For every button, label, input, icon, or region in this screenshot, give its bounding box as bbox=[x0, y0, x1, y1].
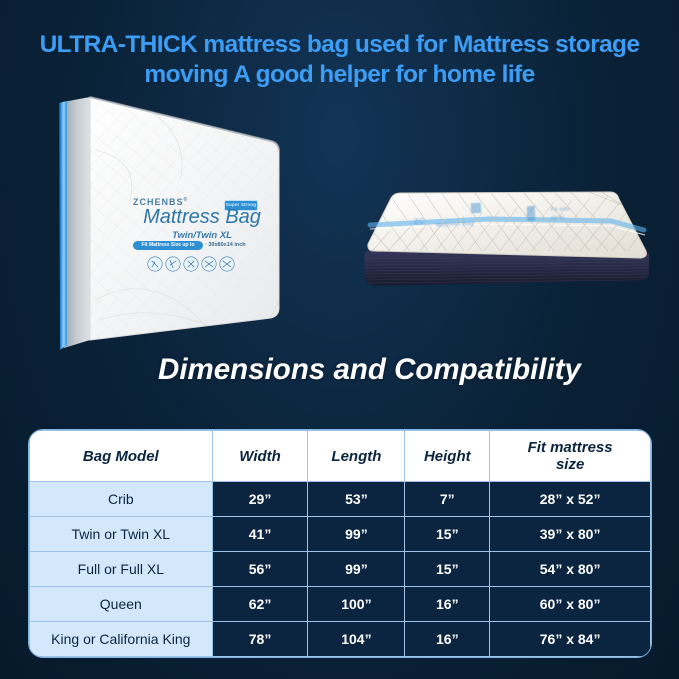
svg-text:up to: up to bbox=[551, 215, 565, 221]
svg-text:Fit size: Fit size bbox=[551, 206, 570, 213]
svg-text:ZC: ZC bbox=[414, 216, 425, 226]
